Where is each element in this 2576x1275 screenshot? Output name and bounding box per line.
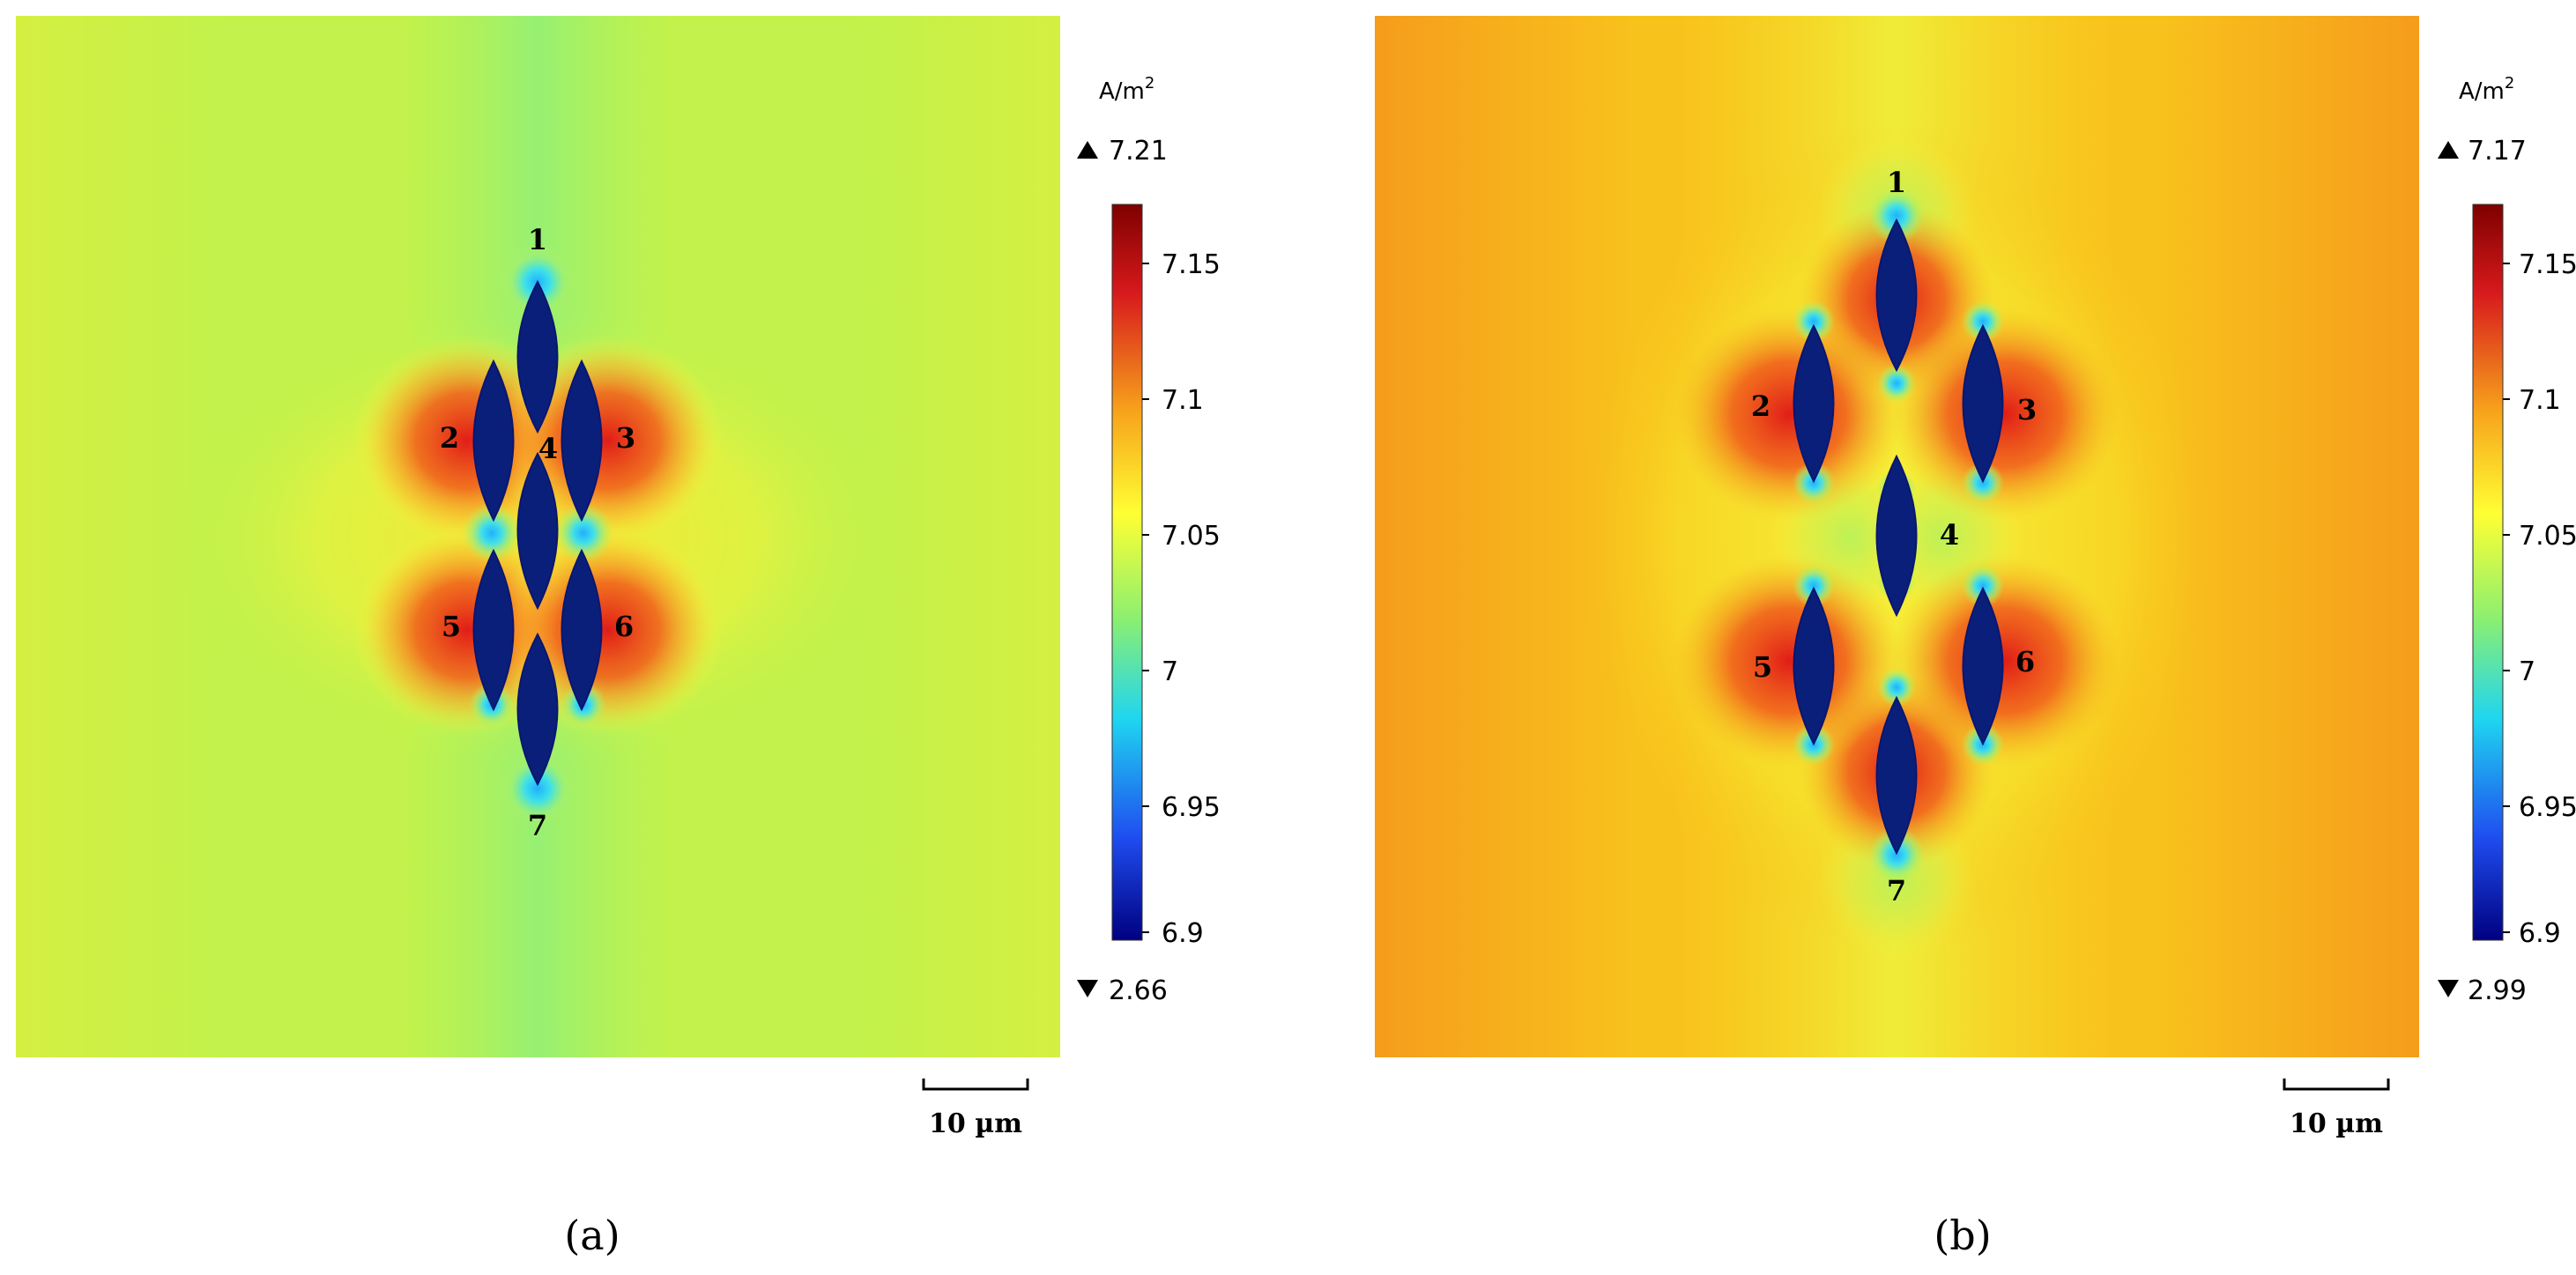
panel-b-label-5: 5 xyxy=(1753,650,1772,684)
panel-b-min-value: 2.99 xyxy=(2468,975,2527,1006)
panel-b: 1 2 3 4 5 6 7 A/m2 7.17 7.15 7.1 7.05 7 xyxy=(1375,16,2576,1259)
panel-a-tick: 7.1 xyxy=(1162,385,1204,416)
panel-b-inclusion-7 xyxy=(1875,695,1918,856)
panel-b-colorbar-gradient xyxy=(2472,204,2504,941)
panel-b-hot-zone xyxy=(1674,308,1904,520)
panel-a-max-value: 7.21 xyxy=(1109,136,1168,167)
panel-a-scale-label: 10 µm xyxy=(929,1108,1022,1139)
panel-a-label-7: 7 xyxy=(528,809,547,842)
panel-b-inclusion-4 xyxy=(1875,454,1918,618)
panel-b-inclusion-3 xyxy=(1962,323,2004,484)
panel-b-scale-bar: 10 µm xyxy=(2283,1079,2390,1139)
panel-b-hot-zone xyxy=(1890,308,2119,520)
panel-a-tick: 7 xyxy=(1162,656,1178,687)
panel-a-min-value: 2.66 xyxy=(1109,975,1168,1006)
panel-b-inclusion-1 xyxy=(1875,218,1918,373)
panel-b-label-3: 3 xyxy=(2017,393,2037,426)
panel-a-colorbar-ticks: 7.15 7.1 7.05 7 6.95 6.9 xyxy=(1142,249,1221,949)
panel-a-label-5: 5 xyxy=(442,610,461,643)
panel-a-tick: 6.9 xyxy=(1162,918,1204,949)
panel-a-inclusion-7 xyxy=(516,632,559,787)
panel-a-inclusion-5 xyxy=(472,548,515,712)
panel-a-field-map xyxy=(16,16,1060,1057)
panel-a-inclusion-4 xyxy=(516,451,559,611)
panel-b-tick: 7.15 xyxy=(2519,249,2576,280)
panel-a-inclusion-6 xyxy=(560,548,603,712)
panel-b-tick: 7.1 xyxy=(2519,385,2561,416)
panel-b-tick: 6.9 xyxy=(2519,918,2561,949)
panel-b-inclusion-2 xyxy=(1793,323,1835,484)
panel-b-tick: 6.95 xyxy=(2519,792,2576,823)
max-triangle-icon xyxy=(2438,141,2459,159)
panel-a-tick: 6.95 xyxy=(1162,792,1221,823)
panel-b-max-value: 7.17 xyxy=(2468,136,2527,167)
panel-b-scale-label: 10 µm xyxy=(2290,1108,2383,1139)
panel-a-caption: (a) xyxy=(564,1212,620,1259)
panel-b-hot-zone xyxy=(1890,555,2119,767)
panel-a-colorbar: A/m2 7.21 7.15 7.1 7.05 7 6.95 6.9 2.66 xyxy=(1077,74,1221,1006)
panel-a-inclusion-labels: 1 2 3 4 5 6 7 xyxy=(440,223,635,842)
panel-b-label-1: 1 xyxy=(1887,166,1906,199)
panel-a-tick: 7.05 xyxy=(1162,521,1221,552)
panel-a-inclusion-1 xyxy=(516,279,559,434)
panel-b-colorbar: A/m2 7.17 7.15 7.1 7.05 7 6.95 6.9 2.99 xyxy=(2438,74,2576,1006)
panel-a: 1 2 3 4 5 6 7 A/m2 7.21 7.15 7.1 7.05 7 xyxy=(16,16,1221,1259)
panel-a-scale-bar: 10 µm xyxy=(922,1079,1029,1139)
panel-a-unit-label: A/m2 xyxy=(1099,74,1154,105)
panel-a-inclusions xyxy=(472,279,603,787)
panel-b-inclusion-6 xyxy=(1962,586,2004,746)
panel-a-inclusion-2 xyxy=(472,359,515,523)
panel-a-colorbar-gradient xyxy=(1111,204,1143,941)
panel-a-label-1: 1 xyxy=(528,223,547,256)
panel-b-caption: (b) xyxy=(1934,1212,1991,1259)
panel-b-label-4: 4 xyxy=(1940,518,1959,552)
panel-b-colorbar-ticks: 7.15 7.1 7.05 7 6.95 6.9 xyxy=(2503,249,2576,949)
panel-b-inclusions xyxy=(1793,218,2004,856)
panel-b-label-6: 6 xyxy=(2016,645,2035,678)
min-triangle-icon xyxy=(2438,980,2459,997)
panel-b-inclusion-labels: 1 2 3 4 5 6 7 xyxy=(1751,166,2037,908)
panel-b-label-2: 2 xyxy=(1751,389,1771,423)
panel-a-tick: 7.15 xyxy=(1162,249,1221,280)
panel-b-hot-zone xyxy=(1674,555,1904,767)
panel-a-label-2: 2 xyxy=(440,421,459,455)
panel-b-field-map xyxy=(1375,16,2419,1057)
min-triangle-icon xyxy=(1077,980,1098,997)
panel-a-inclusion-3 xyxy=(560,359,603,523)
panel-b-inclusion-5 xyxy=(1793,586,1835,746)
panel-b-label-7: 7 xyxy=(1887,874,1906,908)
panel-b-unit-label: A/m2 xyxy=(2459,74,2514,105)
max-triangle-icon xyxy=(1077,141,1098,159)
panel-a-label-6: 6 xyxy=(614,610,634,643)
panel-b-tick: 7 xyxy=(2519,656,2535,687)
panel-a-label-3: 3 xyxy=(616,421,635,455)
panel-a-label-4: 4 xyxy=(538,432,558,465)
panel-b-tick: 7.05 xyxy=(2519,521,2576,552)
